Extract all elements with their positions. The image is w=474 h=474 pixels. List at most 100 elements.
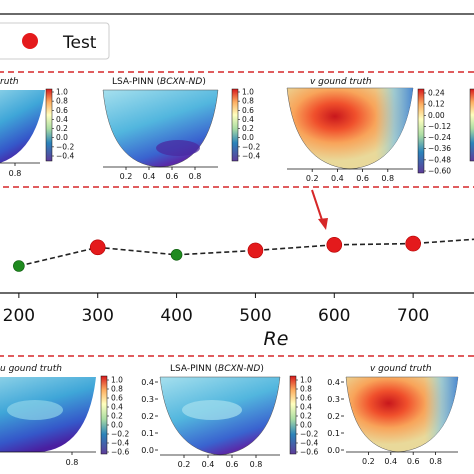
legend-box bbox=[0, 22, 110, 60]
bottom-panel-3-title: v gound truth bbox=[370, 364, 432, 374]
inset-y-tick-label: 0.2 bbox=[327, 412, 340, 421]
bottom-panel-1-colorbar-ticks: 1.00.80.60.40.20.0−0.2−0.4−0.6 bbox=[107, 376, 129, 457]
inset-x-tick-label: 0.8 bbox=[429, 457, 442, 466]
colorbar-tick-label: 0.8 bbox=[56, 97, 68, 106]
x-axis-label: Re bbox=[264, 328, 289, 350]
test-point bbox=[247, 242, 264, 259]
colorbar-tick-label: 0.2 bbox=[56, 124, 68, 133]
inset-x-tick-label: 0.6 bbox=[356, 174, 369, 183]
top-panel-1-field bbox=[0, 90, 45, 163]
top-panel-4-colorbar-edge bbox=[469, 88, 474, 162]
colorbar-tick-label: 0.8 bbox=[111, 385, 123, 394]
train-point bbox=[170, 249, 183, 261]
bottom-panel-2-title-italic: BCXN-ND bbox=[218, 364, 260, 374]
arrow-head bbox=[318, 218, 328, 230]
inset-x-tick-label: 0.2 bbox=[306, 174, 319, 183]
colorbar-tick-label: 0.8 bbox=[300, 385, 312, 394]
top-panel-3-colorbar-ticks: 0.24 0.12 0.00 −0.12 −0.24 −0.36 −0.48 −0.60 bbox=[424, 89, 451, 176]
inset-x-tick-label: 0.6 bbox=[407, 457, 420, 466]
top-panel-2: LSA-PINN (BCXN-ND) 0.2 0.4 0.6 0.8 1.00.80.… bbox=[102, 77, 260, 181]
inset-x-tick-label: 0.4 bbox=[202, 460, 215, 469]
inset-y-tick-label: 0.1 bbox=[141, 429, 154, 438]
colorbar-tick-label: 0.0 bbox=[56, 133, 68, 142]
x-tick-label: 200 bbox=[3, 306, 35, 326]
x-tick-label: 300 bbox=[81, 306, 113, 326]
colorbar-tick-label: −0.4 bbox=[300, 439, 318, 448]
x-tick-label: 600 bbox=[318, 306, 350, 326]
colorbar-tick-label: 0.2 bbox=[300, 412, 312, 421]
inset-y-tick-label: 0.3 bbox=[141, 395, 154, 404]
top-panel-2-xticks: 0.2 0.4 0.6 0.8 bbox=[120, 167, 202, 181]
colorbar-tick-label: 0.2 bbox=[111, 412, 123, 421]
colorbar-tick-label: −0.12 bbox=[428, 122, 451, 131]
colorbar-tick-label: 0.4 bbox=[242, 115, 254, 124]
x-tick-label: 500 bbox=[239, 306, 271, 326]
inset-x-tick-label: 0.6 bbox=[166, 172, 179, 181]
top-panel-1-colorbar bbox=[45, 88, 53, 162]
colorbar-tick-label: −0.48 bbox=[428, 155, 451, 164]
top-panel-2-title-prefix: LSA-PINN ( bbox=[112, 77, 160, 87]
inset-x-tick-label: 0.4 bbox=[384, 457, 397, 466]
colorbar-tick-label: 1.0 bbox=[111, 376, 123, 385]
legend-label-test: Test bbox=[62, 33, 97, 53]
inset-x-tick-label: 0.4 bbox=[143, 172, 156, 181]
colorbar-tick-label: 1.0 bbox=[242, 88, 254, 97]
bottom-panel-3: v gound truth 0.40.30.20.10.0 0.2 0.4 0.6 0… bbox=[327, 364, 459, 466]
x-tick-label: 700 bbox=[397, 306, 429, 326]
inset-x-tick-label: 0.4 bbox=[331, 174, 344, 183]
colorbar-tick-label: 0.0 bbox=[300, 421, 312, 430]
colorbar-tick-label: −0.2 bbox=[242, 142, 260, 151]
colorbar-tick-label: 0.6 bbox=[242, 106, 254, 115]
colorbar-tick-label: −0.6 bbox=[300, 448, 318, 457]
top-row-frame bbox=[0, 71, 474, 188]
inset-x-tick-label: 0.6 bbox=[226, 460, 239, 469]
top-panel-3-field-right bbox=[287, 88, 413, 169]
colorbar-tick-label: 0.8 bbox=[242, 97, 254, 106]
top-panel-1: ruth 0.8 1.00.80.60.40.20.0−0.2−0.4 bbox=[0, 77, 74, 178]
inset-x-tick-label: 0.8 bbox=[189, 172, 202, 181]
inset-y-tick-label: 0.1 bbox=[327, 429, 340, 438]
top-panel-2-colorbar-ticks: 1.00.80.60.40.20.0−0.2−0.4 bbox=[238, 88, 260, 161]
test-point bbox=[405, 235, 421, 252]
top-panel-2-title-suffix: ) bbox=[202, 77, 206, 87]
colorbar-tick-label: 0.24 bbox=[428, 89, 445, 98]
inset-y-tick-label: 0.4 bbox=[141, 378, 154, 387]
bottom-panel-1-title: u gound truth bbox=[0, 364, 62, 374]
top-panel-3-colorbar bbox=[417, 88, 425, 174]
bottom-panel-1: u gound truth 0.8 1.00.80.60.40.20.0−0.2… bbox=[0, 364, 129, 467]
colorbar-tick-label: 0.6 bbox=[111, 394, 123, 403]
top-inset-row: ruth 0.8 1.00.80.60.40.20.0−0.2−0.4 LSA-… bbox=[0, 71, 474, 188]
top-panel-2-field bbox=[102, 89, 219, 168]
colorbar-tick-label: −0.4 bbox=[242, 152, 260, 161]
inset-y-tick-label: 0.0 bbox=[141, 446, 154, 455]
colorbar-tick-label: 0.4 bbox=[111, 403, 123, 412]
colorbar-tick-label: −0.4 bbox=[56, 152, 74, 161]
colorbar-tick-label: 0.6 bbox=[300, 394, 312, 403]
bottom-panel-3-yticks: 0.4 0.3 0.2 0.1 0.0 bbox=[327, 378, 344, 455]
colorbar-tick-label: 1.0 bbox=[300, 376, 312, 385]
colorbar-tick-label: 0.4 bbox=[56, 115, 68, 124]
x-axis: 200 300 400 500 600 700 bbox=[3, 293, 429, 326]
bottom-panel-2-title-suffix: ) bbox=[260, 364, 264, 374]
bottom-panel-3-field-right bbox=[346, 377, 458, 452]
colorbar-tick-label: 1.0 bbox=[56, 88, 68, 97]
top-panel-3-xticks: 0.2 0.4 0.6 0.8 bbox=[306, 169, 394, 183]
colorbar-tick-label: 0.0 bbox=[242, 133, 254, 142]
colorbar-tick-label: 0.4 bbox=[300, 403, 312, 412]
test-point bbox=[326, 237, 343, 253]
x-tick-label: 400 bbox=[160, 306, 192, 326]
inset-y-tick-label: 0.0 bbox=[327, 446, 340, 455]
train-point bbox=[13, 260, 25, 272]
bottom-panel-2-colorbar-ticks: 1.00.80.60.40.20.0−0.2−0.4−0.6 bbox=[296, 376, 318, 457]
legend-marker-test bbox=[22, 33, 38, 49]
bottom-panel-1-xtick-label: 0.8 bbox=[66, 458, 79, 467]
colorbar-tick-label: −0.2 bbox=[111, 430, 129, 439]
colorbar-tick-label: 0.2 bbox=[242, 124, 254, 133]
colorbar-tick-label: −0.36 bbox=[428, 144, 451, 153]
bottom-panel-2-blob bbox=[182, 400, 242, 420]
bottom-panel-2: LSA-PINN (BCXN-ND) 0.40.30.20.10.0 0.2 0.… bbox=[141, 364, 318, 469]
inset-x-tick-label: 0.2 bbox=[178, 460, 191, 469]
top-panel-1-title: ruth bbox=[0, 77, 19, 87]
colorbar-tick-label: −0.2 bbox=[300, 430, 318, 439]
top-panel-2-blob bbox=[156, 140, 200, 156]
